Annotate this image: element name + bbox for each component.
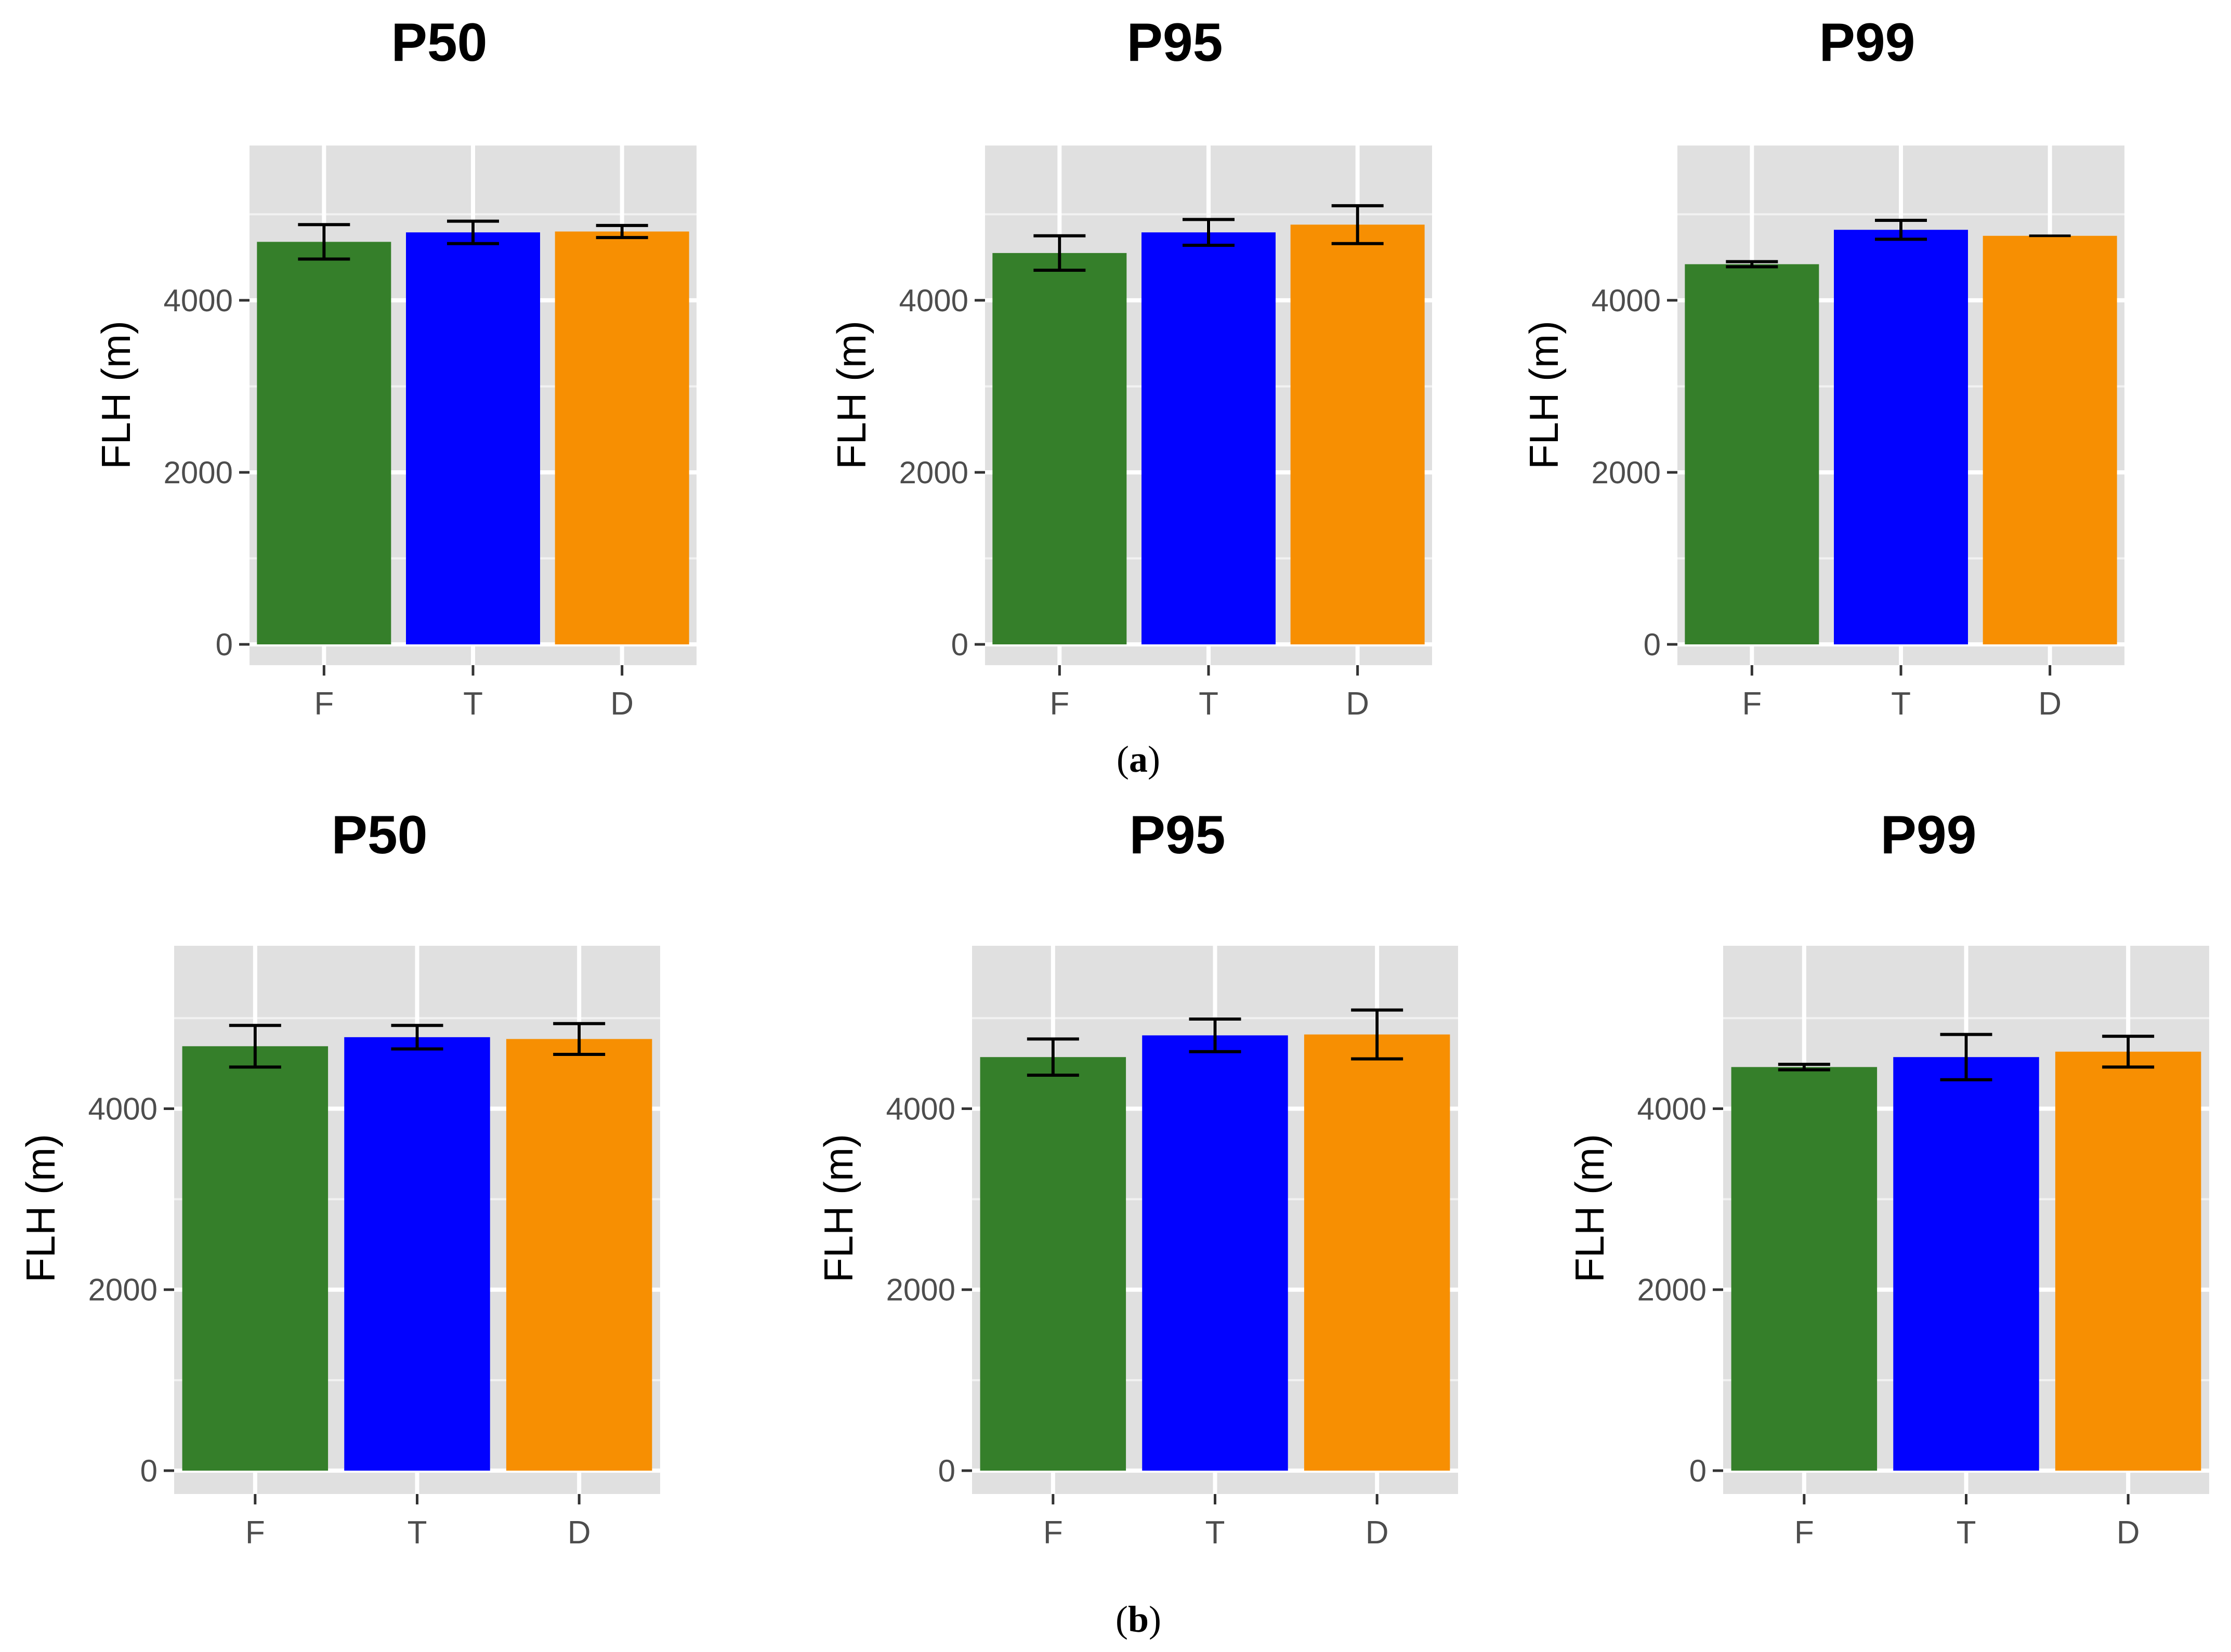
bar-t xyxy=(1142,1035,1288,1471)
x-tick-label: T xyxy=(1891,686,1911,722)
panel-title: P95 xyxy=(1126,12,1223,73)
y-axis-label: FLH (m) xyxy=(1521,321,1567,469)
bar-chart-a-p95: F T D 0 2000 4000 FLH (m) xyxy=(829,146,1432,722)
y-tick-label: 2000 xyxy=(1592,455,1661,490)
bar-chart-b-p99: F T D 0 2000 4000 FLH (m) xyxy=(1567,946,2209,1551)
y-axis-label: FLH (m) xyxy=(1567,1134,1612,1283)
x-tick-label: F xyxy=(1742,686,1762,722)
x-tick-label: D xyxy=(1366,1515,1389,1551)
bar-f xyxy=(257,242,391,645)
y-tick-label: 4000 xyxy=(1592,283,1661,318)
bar-d xyxy=(1304,1034,1450,1471)
bar-t xyxy=(344,1037,490,1471)
y-tick-label: 4000 xyxy=(886,1091,955,1126)
y-tick-label: 2000 xyxy=(886,1273,955,1307)
bar-d xyxy=(1983,235,2117,644)
bar-t xyxy=(406,232,540,644)
bar-t xyxy=(1834,230,1968,644)
x-tick-label: T xyxy=(1957,1515,1976,1551)
panel-title: P95 xyxy=(1129,805,1226,865)
caption-a: (a) xyxy=(1117,738,1160,780)
panel-title: P99 xyxy=(1880,805,1977,865)
x-tick-label: F xyxy=(1794,1515,1814,1551)
bar-f xyxy=(992,253,1127,644)
bar-d xyxy=(2055,1051,2201,1471)
y-tick-label: 0 xyxy=(1689,1453,1707,1488)
panel-title: P50 xyxy=(391,12,488,73)
x-tick-label: D xyxy=(610,686,634,722)
y-axis-label: FLH (m) xyxy=(816,1134,861,1283)
y-tick-label: 4000 xyxy=(88,1091,158,1126)
caption-b: (b) xyxy=(1115,1598,1162,1640)
bar-f xyxy=(182,1046,329,1471)
bar-chart-a-p50: F T D 0 2000 4000 FLH (m) xyxy=(93,146,697,722)
x-tick-label: D xyxy=(568,1515,591,1551)
x-tick-label: F xyxy=(1049,686,1069,722)
panel-title: P50 xyxy=(331,805,428,865)
bar-d xyxy=(555,231,689,645)
y-tick-label: 4000 xyxy=(1637,1091,1707,1126)
x-tick-label: F xyxy=(245,1515,265,1551)
bar-f xyxy=(1731,1067,1878,1471)
bar-chart-b-p95: F T D 0 2000 4000 FLH (m) xyxy=(816,946,1458,1551)
y-tick-label: 0 xyxy=(140,1453,158,1488)
y-axis-label: FLH (m) xyxy=(18,1134,63,1283)
y-axis-label: FLH (m) xyxy=(829,321,874,469)
bar-f xyxy=(980,1057,1126,1471)
x-tick-label: D xyxy=(2038,686,2062,722)
y-tick-label: 4000 xyxy=(899,283,968,318)
y-tick-label: 2000 xyxy=(1637,1273,1707,1307)
bar-chart-b-p50: F T D 0 2000 4000 FLH (m) xyxy=(18,946,660,1551)
bar-d xyxy=(1290,224,1425,644)
x-tick-label: T xyxy=(463,686,483,722)
x-tick-label: T xyxy=(1205,1515,1225,1551)
panel-title: P99 xyxy=(1819,12,1915,73)
bar-f xyxy=(1685,264,1819,644)
y-tick-label: 2000 xyxy=(899,455,968,490)
y-tick-label: 0 xyxy=(951,627,968,662)
y-tick-label: 2000 xyxy=(164,455,233,490)
y-tick-label: 0 xyxy=(216,627,233,662)
y-tick-label: 4000 xyxy=(164,283,233,318)
x-tick-label: D xyxy=(2117,1515,2140,1551)
bar-d xyxy=(506,1039,652,1471)
x-tick-label: F xyxy=(314,686,334,722)
x-tick-label: T xyxy=(1199,686,1218,722)
y-tick-label: 2000 xyxy=(88,1273,158,1307)
bar-t xyxy=(1893,1057,2039,1471)
y-tick-label: 0 xyxy=(938,1453,955,1488)
y-axis-label: FLH (m) xyxy=(93,321,139,469)
bar-chart-a-p99: F T D 0 2000 4000 FLH (m) xyxy=(1521,146,2124,722)
x-tick-label: F xyxy=(1043,1515,1063,1551)
x-tick-label: T xyxy=(408,1515,427,1551)
y-tick-label: 0 xyxy=(1644,627,1661,662)
x-tick-label: D xyxy=(1346,686,1369,722)
bar-t xyxy=(1141,232,1276,644)
